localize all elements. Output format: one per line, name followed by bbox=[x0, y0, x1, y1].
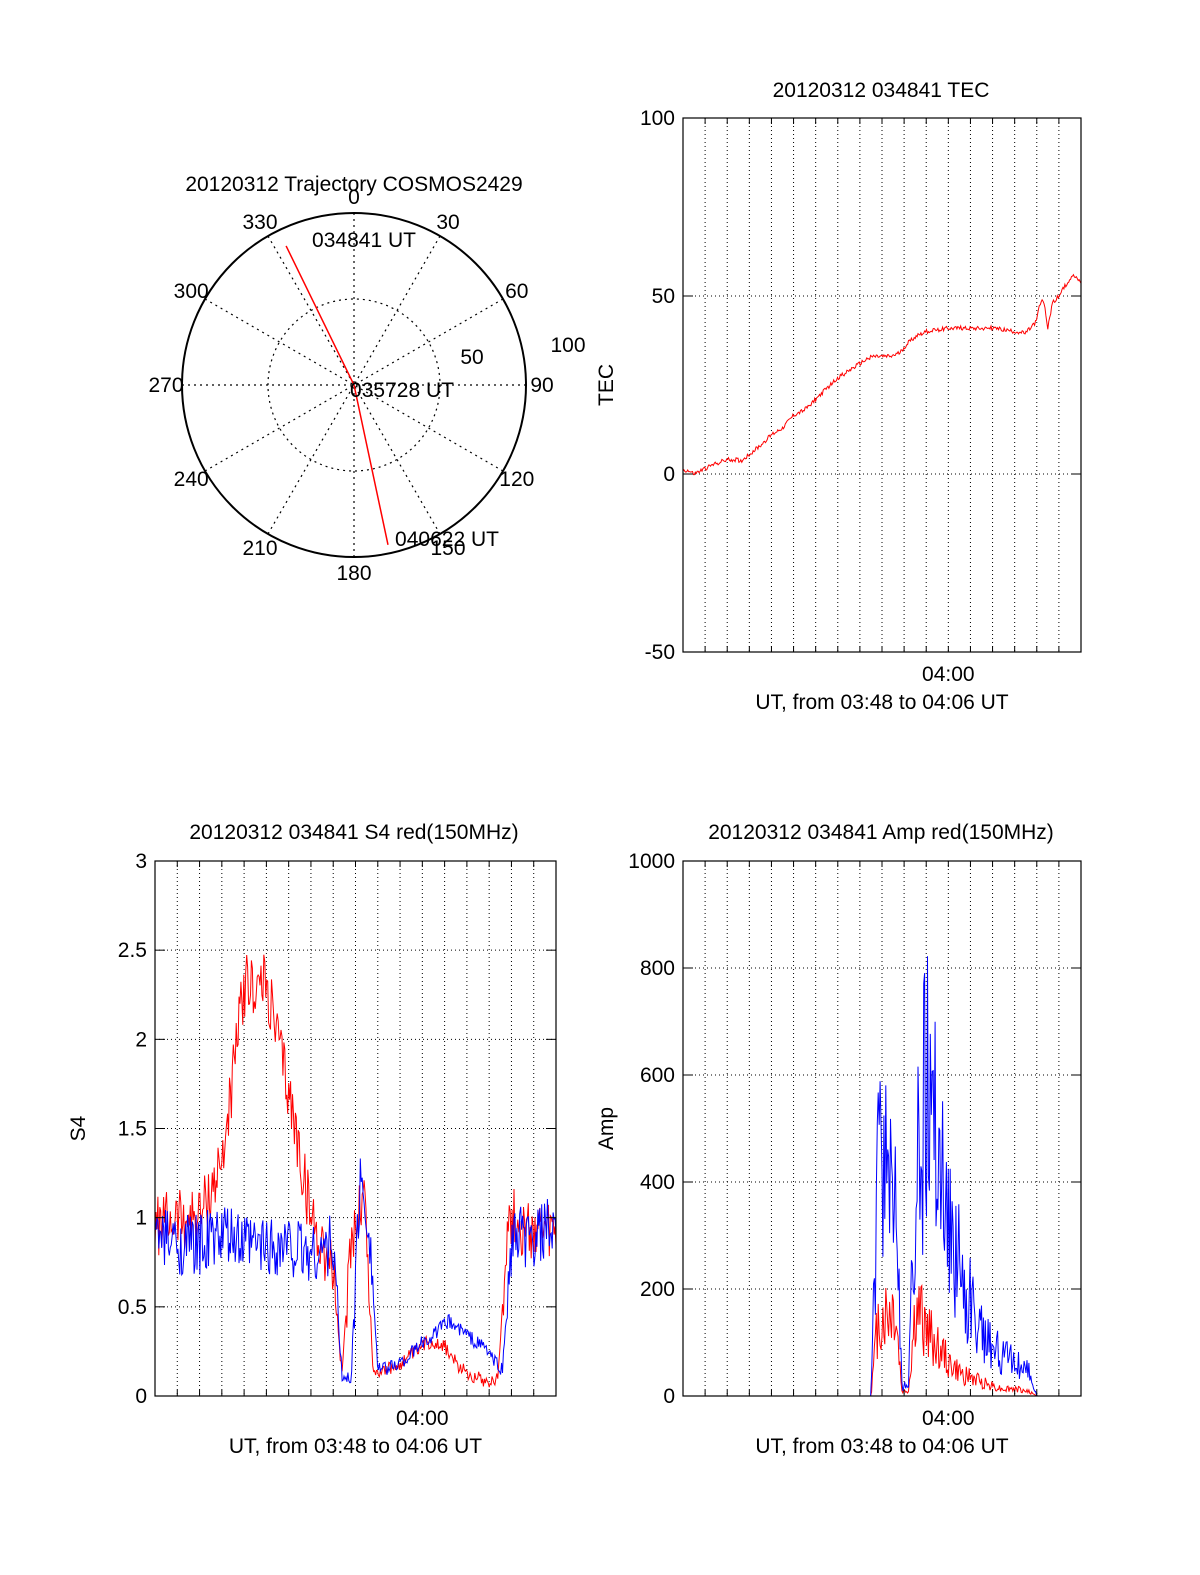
azimuth-label: 120 bbox=[499, 468, 534, 491]
amp-grid bbox=[683, 860, 1081, 1397]
series-line-red bbox=[683, 1283, 1081, 1397]
tec-series bbox=[682, 273, 1082, 476]
y-tick-label: 2 bbox=[135, 1028, 147, 1051]
trajectory-path bbox=[285, 245, 389, 545]
amp-x-axis-label: UT, from 03:48 to 04:06 UT bbox=[755, 1435, 1008, 1458]
tec-x-axis-label: UT, from 03:48 to 04:06 UT bbox=[755, 691, 1008, 714]
tec-grid bbox=[683, 117, 1081, 653]
series-line-red bbox=[682, 273, 1082, 476]
radial-label-100: 100 bbox=[550, 334, 585, 357]
y-tick-label: -50 bbox=[645, 641, 675, 664]
series-line-blue bbox=[154, 1158, 557, 1384]
polar-azimuth-labels: 0 30 60 90 120 150 180 210 240 270 300 330 bbox=[148, 186, 553, 585]
tec-title: 20120312 034841 TEC bbox=[773, 79, 990, 102]
s4-axes bbox=[154, 860, 557, 1397]
y-tick-label: 400 bbox=[640, 1171, 675, 1194]
tec-y-tick-labels: -50 0 50 100 bbox=[640, 107, 675, 664]
y-tick-label: 2.5 bbox=[118, 939, 147, 962]
azimuth-label: 240 bbox=[174, 468, 209, 491]
tec-plot: 20120312 034841 TEC -50 0 50 100 04:00 UT, … bbox=[595, 79, 1082, 714]
annotation-end-time: 040622 UT bbox=[395, 528, 499, 551]
s4-series bbox=[154, 954, 557, 1388]
radial-label-50: 50 bbox=[460, 346, 483, 369]
y-tick-label: 50 bbox=[652, 285, 675, 308]
azimuth-label: 60 bbox=[505, 280, 528, 303]
y-tick-label: 1000 bbox=[628, 850, 675, 873]
azimuth-label: 300 bbox=[174, 280, 209, 303]
tec-axes bbox=[682, 117, 1082, 653]
annotation-start-time: 034841 UT bbox=[312, 229, 416, 252]
y-tick-label: 0 bbox=[663, 463, 675, 486]
polar-grid bbox=[181, 212, 527, 558]
amp-series bbox=[683, 956, 1081, 1397]
series-line-red bbox=[154, 954, 557, 1388]
azimuth-label: 150 bbox=[430, 537, 465, 560]
azimuth-label: 210 bbox=[242, 537, 277, 560]
tec-x-tick-label: 04:00 bbox=[922, 663, 975, 686]
azimuth-label: 180 bbox=[336, 562, 371, 585]
y-tick-label: 1 bbox=[135, 1207, 147, 1230]
annotation-mid-time: 035728 UT bbox=[350, 379, 454, 402]
s4-plot: 20120312 034841 S4 red(150MHz) 0 0.5 1 1.5 2… bbox=[67, 821, 557, 1458]
s4-title: 20120312 034841 S4 red(150MHz) bbox=[189, 821, 518, 844]
s4-x-tick-label: 04:00 bbox=[396, 1407, 449, 1430]
y-tick-label: 3 bbox=[135, 850, 147, 873]
y-tick-label: 1.5 bbox=[118, 1118, 147, 1141]
y-tick-label: 0.5 bbox=[118, 1296, 147, 1319]
s4-grid bbox=[155, 860, 556, 1397]
amp-x-tick-label: 04:00 bbox=[922, 1407, 975, 1430]
y-tick-label: 200 bbox=[640, 1278, 675, 1301]
amp-plot: 20120312 034841 Amp red(150MHz) 0 200 400 6… bbox=[595, 821, 1082, 1458]
trajectory-line bbox=[285, 245, 389, 545]
trajectory-title: 20120312 Trajectory COSMOS2429 bbox=[185, 173, 522, 196]
azimuth-label: 270 bbox=[148, 374, 183, 397]
amp-axes bbox=[682, 860, 1082, 1397]
amp-title: 20120312 034841 Amp red(150MHz) bbox=[708, 821, 1054, 844]
tec-y-axis-label: TEC bbox=[595, 364, 618, 406]
azimuth-label: 330 bbox=[242, 211, 277, 234]
s4-y-axis-label: S4 bbox=[67, 1115, 90, 1141]
y-tick-label: 800 bbox=[640, 957, 675, 980]
azimuth-label: 0 bbox=[348, 186, 360, 209]
trajectory-polar-plot: 20120312 Trajectory COSMOS2429 0 30 60 90 12… bbox=[148, 173, 585, 585]
y-tick-label: 100 bbox=[640, 107, 675, 130]
y-tick-label: 600 bbox=[640, 1064, 675, 1087]
azimuth-label: 90 bbox=[530, 374, 553, 397]
y-tick-label: 0 bbox=[135, 1385, 147, 1408]
amp-y-tick-labels: 0 200 400 600 800 1000 bbox=[628, 850, 675, 1408]
s4-x-axis-label: UT, from 03:48 to 04:06 UT bbox=[229, 1435, 482, 1458]
amp-y-axis-label: Amp bbox=[595, 1107, 618, 1150]
y-tick-label: 0 bbox=[663, 1385, 675, 1408]
azimuth-label: 30 bbox=[436, 211, 459, 234]
s4-y-tick-labels: 0 0.5 1 1.5 2 2.5 3 bbox=[118, 850, 147, 1408]
